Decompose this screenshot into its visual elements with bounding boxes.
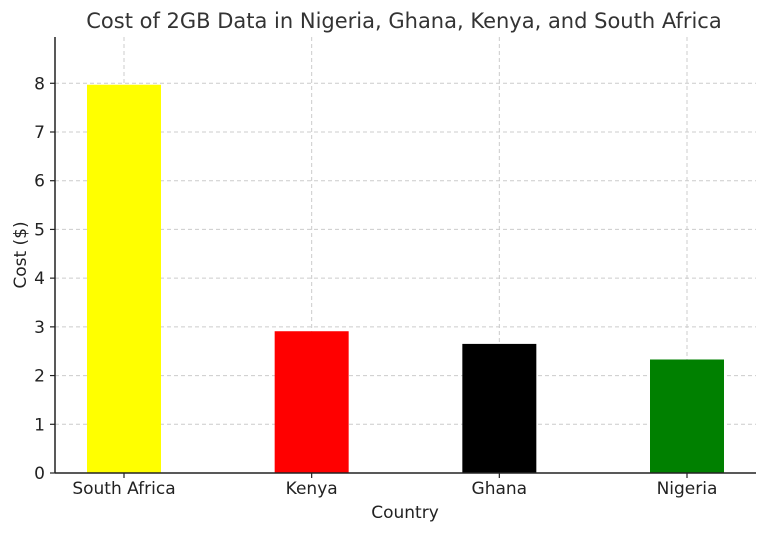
y-axis-label: Cost ($) (11, 221, 31, 288)
ticks: 0 1 2 3 4 5 6 7 8 South Africa Kenya Ghana Nigeria (34, 74, 717, 499)
y-tick-label: 6 (34, 172, 45, 192)
y-tick-label: 1 (34, 415, 45, 435)
x-tick-label: Nigeria (657, 479, 718, 499)
y-tick-label: 3 (34, 318, 45, 338)
bar-ghana (462, 343, 537, 473)
bars (87, 84, 724, 473)
chart-title: Cost of 2GB Data in Nigeria, Ghana, Keny… (86, 9, 721, 33)
x-tick-label: Ghana (472, 479, 528, 499)
x-axis-label: Country (371, 503, 439, 523)
x-tick-label: Kenya (286, 479, 338, 499)
y-tick-label: 7 (34, 123, 45, 143)
y-tick-label: 8 (34, 74, 45, 94)
grid-lines (55, 37, 756, 474)
x-tick-label: South Africa (72, 479, 175, 499)
y-tick-label: 2 (34, 367, 45, 387)
bar-south-africa (87, 84, 161, 473)
y-tick-label: 0 (34, 464, 45, 484)
axes (54, 37, 756, 474)
bar-nigeria (650, 359, 724, 473)
bar-kenya (274, 331, 349, 473)
y-tick-label: 4 (34, 269, 45, 289)
y-tick-label: 5 (34, 220, 45, 240)
